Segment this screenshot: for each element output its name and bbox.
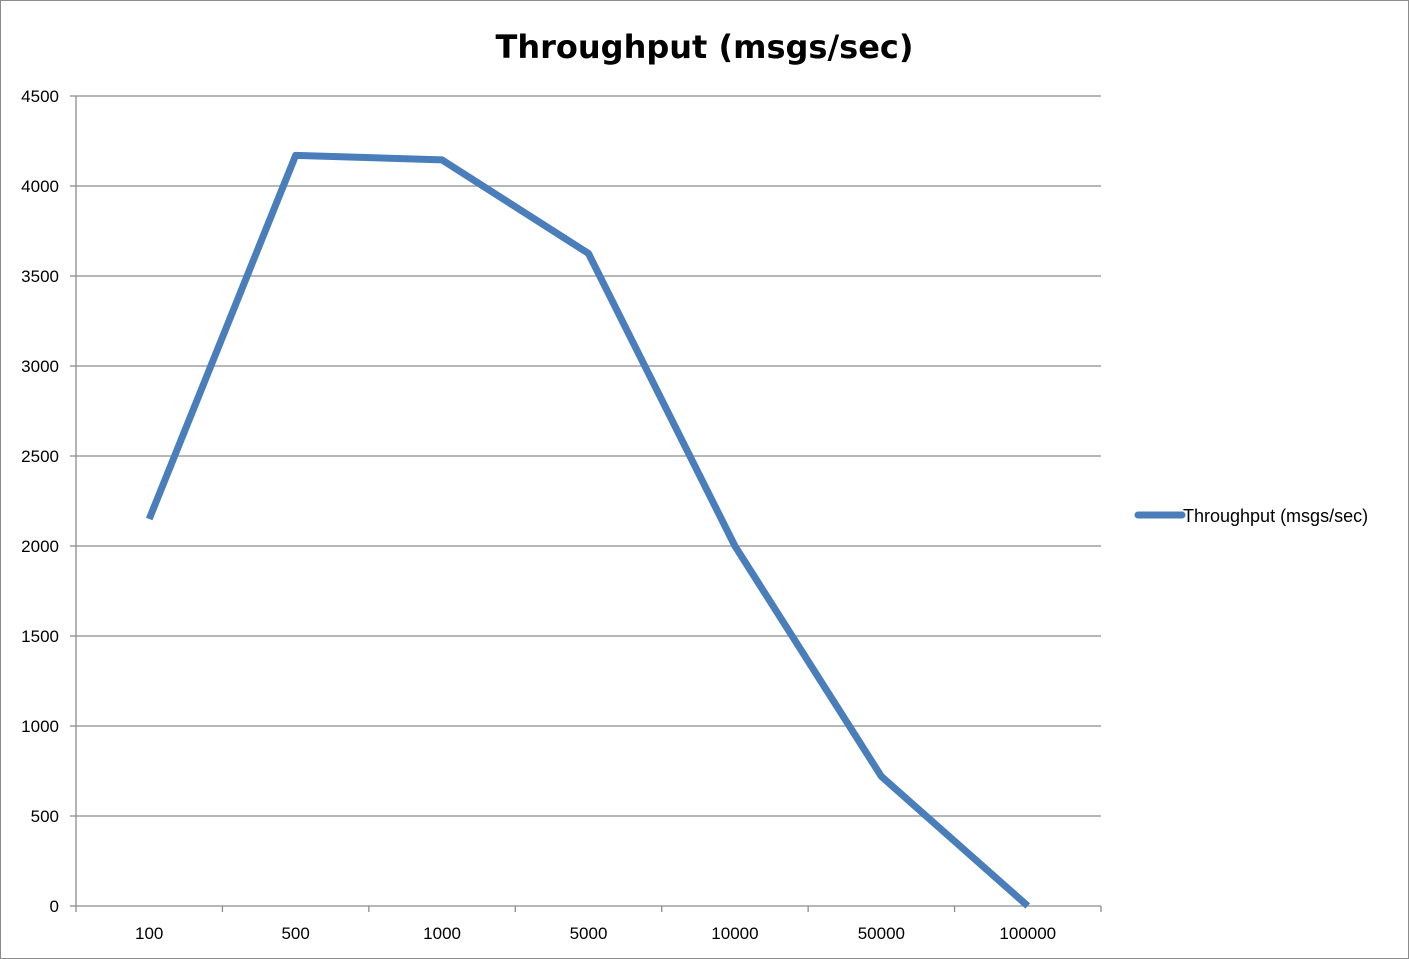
- x-tick-label-1000: 1000: [423, 924, 461, 943]
- x-tick-label-5000: 5000: [570, 924, 608, 943]
- y-tick-label-3500: 3500: [21, 267, 59, 286]
- x-axis-tick-labels: 100 500 1000 5000 10000 50000 100000: [135, 924, 1056, 943]
- y-tick-label-3000: 3000: [21, 357, 59, 376]
- y-tick-label-500: 500: [31, 807, 59, 826]
- x-tick-label-100000: 100000: [999, 924, 1056, 943]
- axes: [70, 95, 1102, 912]
- x-tick-label-500: 500: [281, 924, 309, 943]
- y-tick-label-0: 0: [50, 897, 59, 916]
- y-tick-label-1500: 1500: [21, 627, 59, 646]
- gridlines: [76, 95, 1101, 817]
- x-tick-label-10000: 10000: [711, 924, 758, 943]
- y-tick-label-2000: 2000: [21, 537, 59, 556]
- chart-title: Throughput (msgs/sec): [495, 28, 914, 66]
- x-tick-label-100: 100: [135, 924, 163, 943]
- y-axis-tick-labels: 0 500 1000 1500 2000 2500 3000 3500 4000 4500: [21, 87, 59, 916]
- series-lines: [145, 151, 1031, 909]
- legend-label-0: Throughput (msgs/sec): [1183, 506, 1368, 526]
- y-tick-label-4500: 4500: [21, 87, 59, 106]
- y-tick-label-4000: 4000: [21, 177, 59, 196]
- y-tick-label-2500: 2500: [21, 447, 59, 466]
- series-line-0: [145, 151, 1031, 909]
- x-tick-label-50000: 50000: [858, 924, 905, 943]
- legend: Throughput (msgs/sec): [1134, 506, 1368, 526]
- y-tick-label-1000: 1000: [21, 717, 59, 736]
